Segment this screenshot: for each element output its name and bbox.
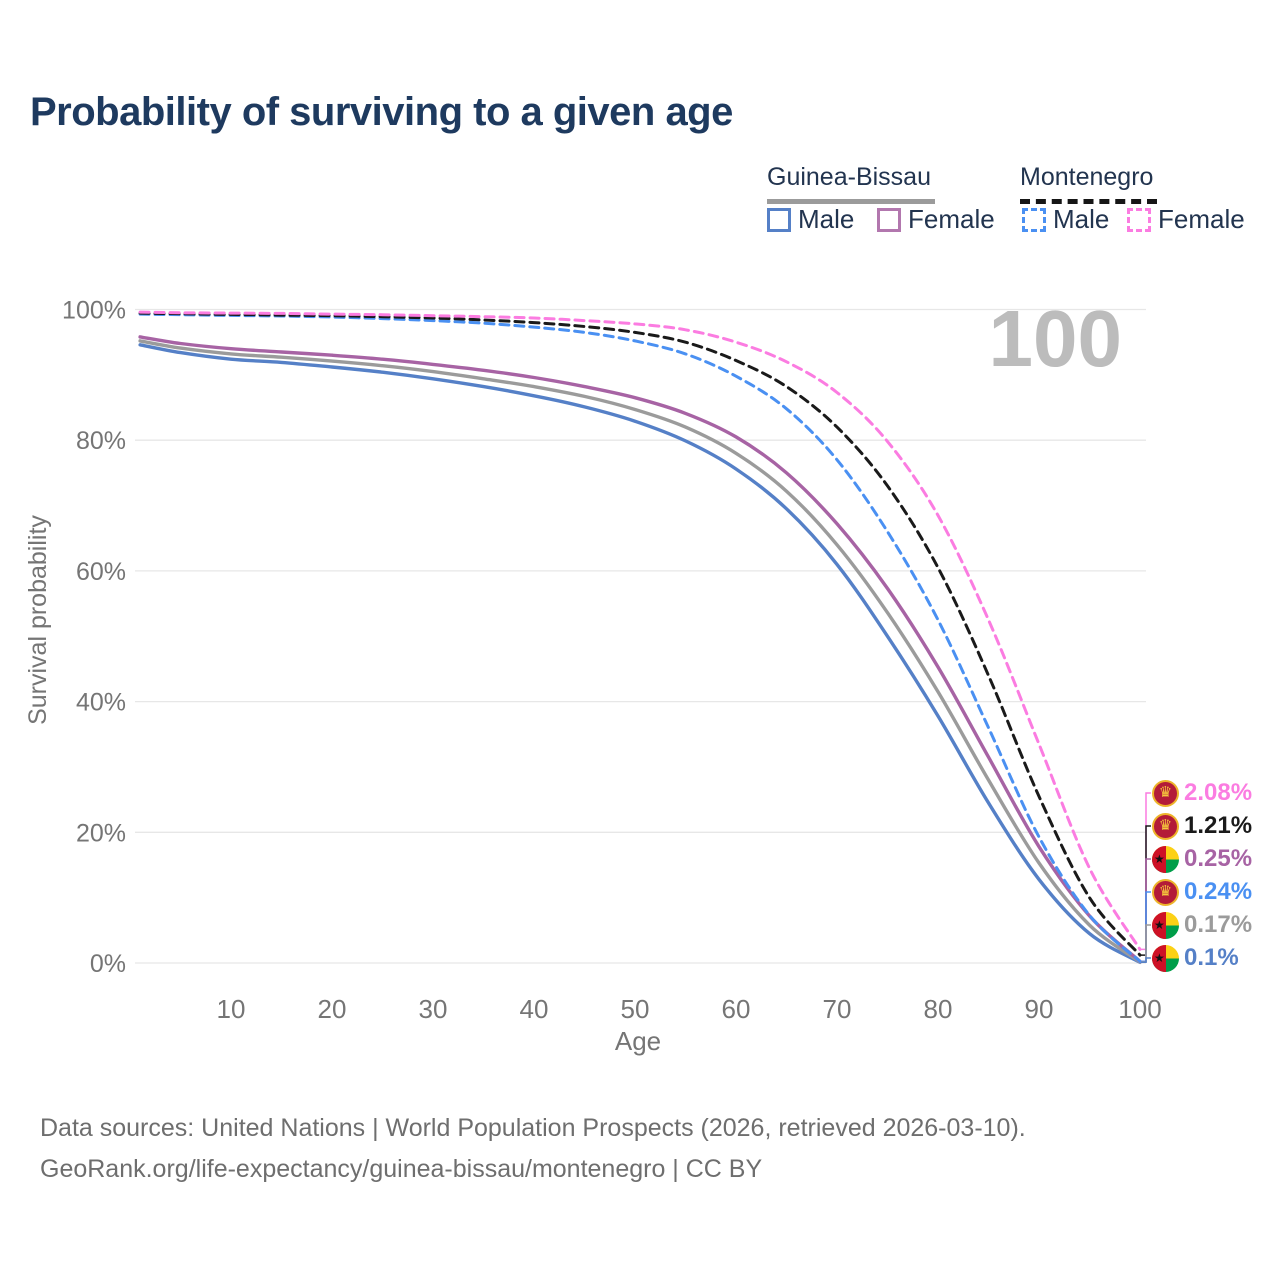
endpoint-percent-value: 0.24% <box>1184 878 1253 905</box>
endpoint-label-montenegro-male: ♛ 0.24% <box>1152 878 1252 906</box>
x-tick-label: 50 <box>621 994 650 1024</box>
black-star-icon: ★ <box>1154 950 1165 965</box>
legend-group-montenegro: Montenegro <box>1020 163 1158 204</box>
endpoint-connector-line <box>1141 924 1151 963</box>
endpoint-connector-line <box>1141 957 1151 964</box>
endpoint-percent-value: 0.1% <box>1184 944 1239 971</box>
montenegro-eagle-emblem-icon: ♛ <box>1158 816 1173 834</box>
legend-item-label: Female <box>908 204 995 234</box>
x-tick-label: 60 <box>722 994 751 1024</box>
legend-item-guinea-bissau-male[interactable]: Male <box>767 204 854 235</box>
montenegro-flag-icon: ♛ <box>1152 878 1179 906</box>
flag-red-band <box>1152 944 1166 972</box>
y-axis-label: Survival probability <box>24 515 52 725</box>
endpoint-percent-value: 2.08% <box>1184 779 1253 806</box>
y-tick-label: 60% <box>76 558 126 586</box>
endpoint-label-montenegro-both-sexes: ♛ 1.21% <box>1152 812 1252 840</box>
y-tick-label: 40% <box>76 689 126 717</box>
data-sources-line1: Data sources: United Nations | World Pop… <box>40 1114 1026 1142</box>
flag-red-band <box>1152 845 1166 873</box>
endpoint-percent-value: 1.21% <box>1184 812 1253 839</box>
guinea-bissau-flag-icon: ★ <box>1152 845 1179 873</box>
endpoint-label-guinea-bissau-female: ★ 0.25% <box>1152 845 1252 873</box>
x-tick-label: 20 <box>318 994 347 1024</box>
series-curve-montenegro-female[interactable] <box>138 310 1142 951</box>
legend-item-label: Male <box>1053 204 1110 234</box>
x-axis-label: Age <box>615 1026 661 1056</box>
series-curve-guinea-bissau-female[interactable] <box>138 335 1142 964</box>
data-sources-text: Data sources: United Nations | World Pop… <box>40 1108 1026 1190</box>
x-tick-label: 40 <box>520 994 549 1024</box>
solid-purple-swatch-icon <box>877 207 901 232</box>
x-tick-label: 70 <box>823 994 852 1024</box>
black-star-icon: ★ <box>1154 917 1165 932</box>
y-tick-label: 20% <box>76 819 126 847</box>
legend-item-label: Female <box>1158 204 1245 234</box>
data-sources-line2: GeoRank.org/life-expectancy/guinea-bissa… <box>40 1155 763 1183</box>
montenegro-flag-icon: ♛ <box>1152 812 1179 840</box>
endpoint-label-montenegro-female: ♛ 2.08% <box>1152 779 1252 807</box>
endpoint-percent-value: 0.25% <box>1184 845 1253 872</box>
x-tick-label: 100 <box>1118 994 1161 1024</box>
series-curve-montenegro-both-sexes[interactable] <box>138 311 1142 957</box>
age-counter-watermark: 100 <box>989 294 1122 383</box>
legend-item-montenegro-female[interactable]: Female <box>1127 204 1245 235</box>
legend-group-guinea-bissau: Guinea-Bissau <box>767 163 935 204</box>
montenegro-eagle-emblem-icon: ♛ <box>1158 783 1173 801</box>
chart-title: Probability of surviving to a given age <box>30 90 733 134</box>
endpoint-label-guinea-bissau-male: ★ 0.1% <box>1152 944 1239 972</box>
endpoint-percent-value: 0.17% <box>1184 911 1253 938</box>
guinea-bissau-flag-icon: ★ <box>1152 911 1179 939</box>
montenegro-flag-icon: ♛ <box>1152 779 1179 807</box>
x-tick-label: 30 <box>419 994 448 1024</box>
flag-red-band <box>1152 911 1166 939</box>
x-tick-label: 80 <box>924 994 953 1024</box>
series-curve-guinea-bissau-both-sexes[interactable] <box>138 339 1142 964</box>
y-tick-label: 100% <box>62 297 126 325</box>
series-curve-guinea-bissau-male[interactable] <box>138 343 1142 964</box>
y-tick-label: 80% <box>76 427 126 455</box>
dashed-pink-swatch-icon <box>1127 207 1151 232</box>
y-tick-label: 0% <box>90 950 126 978</box>
legend-item-montenegro-male[interactable]: Male <box>1022 204 1109 235</box>
x-tick-label: 90 <box>1025 994 1054 1024</box>
dashed-blue-swatch-icon <box>1022 207 1046 232</box>
montenegro-eagle-emblem-icon: ♛ <box>1158 882 1173 900</box>
x-tick-label: 10 <box>217 994 246 1024</box>
legend-item-guinea-bissau-female[interactable]: Female <box>877 204 995 235</box>
legend-item-label: Male <box>798 204 855 234</box>
solid-blue-swatch-icon <box>767 207 791 232</box>
guinea-bissau-flag-icon: ★ <box>1152 944 1179 972</box>
endpoint-label-guinea-bissau-both-sexes: ★ 0.17% <box>1152 911 1252 939</box>
black-star-icon: ★ <box>1154 851 1165 866</box>
